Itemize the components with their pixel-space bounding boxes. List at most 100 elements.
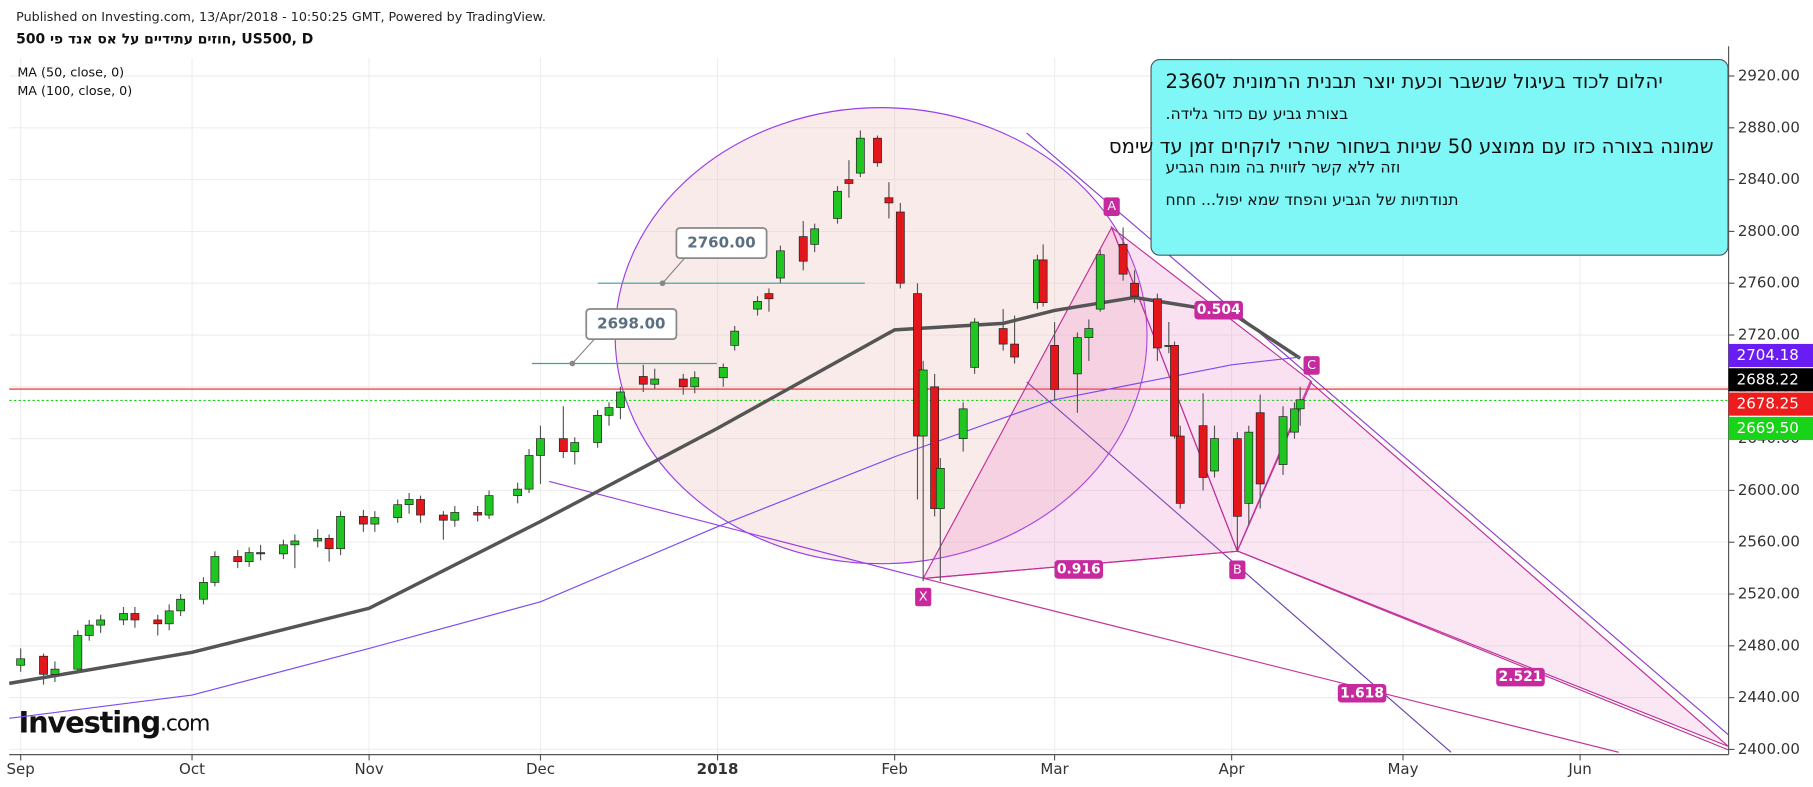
candle-body: [616, 391, 625, 408]
note-line: יהלום לכוד בעיגול שנשבר וכעת יוצר תבנית …: [1165, 70, 1663, 94]
y-tick-label: 2880.00: [1738, 118, 1800, 136]
y-tick-label: 2440.00: [1738, 688, 1800, 706]
x-tick-label: 2018: [697, 760, 739, 778]
candle-body: [638, 376, 648, 385]
legend-label: MA (50, close, 0): [17, 64, 124, 79]
x-tick-label: Feb: [881, 760, 908, 778]
pattern-point-label: C: [1307, 357, 1316, 372]
price-label-box: [1728, 416, 1813, 440]
callout-label: 2698.00: [597, 315, 665, 333]
candle-body: [1130, 282, 1139, 297]
watermark-bold: Investing: [19, 706, 161, 740]
ratio-box: [1054, 560, 1104, 579]
candle-body: [393, 504, 403, 518]
candle-body: [73, 635, 83, 670]
price-label: 2688.22: [1737, 370, 1799, 388]
ratio-box: [1337, 684, 1387, 703]
x-tick-label: Jun: [1567, 760, 1591, 778]
x-tick-label: Dec: [526, 760, 555, 778]
candle-body: [313, 537, 323, 542]
y-tick-label: 2560.00: [1738, 533, 1800, 551]
candle-body: [524, 455, 534, 490]
y-tick-label: 2840.00: [1738, 170, 1800, 188]
legend-label: MA (100, close, 0): [17, 83, 132, 98]
y-tick-label: 2720.00: [1738, 326, 1800, 344]
callout-box: [675, 227, 768, 259]
candle-body: [775, 250, 785, 279]
candle-body: [210, 556, 220, 583]
callout-pointer: [571, 337, 596, 364]
x-tick-label: Nov: [354, 760, 383, 778]
candle-body: [604, 407, 614, 416]
candle-body: [16, 658, 26, 666]
ratio-label: 2.521: [1499, 669, 1543, 685]
trend-line: [1026, 132, 1729, 736]
price-label: 2678.25: [1737, 395, 1799, 413]
price-label-box: [1728, 392, 1813, 416]
candle-body: [119, 613, 128, 621]
trend-line: [549, 480, 926, 580]
candle-body: [84, 624, 94, 636]
candle-body: [764, 293, 774, 300]
candle-body: [370, 517, 380, 525]
candle-body: [1232, 438, 1242, 517]
candle-body: [844, 179, 854, 184]
candle-body: [324, 537, 334, 550]
callout-anchor: [659, 280, 666, 287]
pattern-point-label: X: [919, 589, 928, 604]
candle-body: [1073, 337, 1082, 375]
candle-body: [895, 211, 905, 284]
candle-body: [536, 438, 545, 456]
pattern-point-box: [1103, 197, 1120, 216]
callout-pointer: [662, 256, 687, 284]
price-label: 2704.18: [1737, 346, 1799, 364]
note-box: יהלום לכוד בעיגול שנשבר וכעת יוצר תבנית …: [1108, 59, 1729, 256]
candle-body: [833, 190, 842, 219]
candle-body: [199, 582, 208, 600]
candle-body: [256, 552, 265, 555]
candle-body: [1255, 412, 1265, 485]
y-tick-label: 2800.00: [1738, 222, 1800, 240]
candle-body: [50, 668, 60, 675]
candle-body: [570, 442, 580, 452]
candle-body: [1290, 408, 1299, 433]
candle-body: [164, 610, 174, 625]
candle-body: [1198, 425, 1208, 478]
candle-body: [593, 414, 602, 443]
candle-body: [1244, 431, 1254, 504]
candle-body: [176, 598, 186, 612]
y-tick-label: 2520.00: [1738, 585, 1800, 603]
callout-anchor: [569, 360, 576, 367]
candle-body: [855, 137, 865, 174]
candle-body: [1152, 298, 1162, 349]
pattern-point-label: A: [1107, 198, 1116, 213]
pattern-point-label: B: [1233, 561, 1242, 576]
ratio-label: 1.618: [1340, 685, 1384, 701]
candle-body: [336, 515, 345, 550]
candle-body: [1095, 254, 1105, 310]
candle-body: [279, 544, 288, 555]
moving-average: [8, 295, 1302, 686]
candle-body: [753, 300, 762, 310]
candle-body: [798, 236, 808, 262]
candle-body: [678, 378, 688, 388]
candle-body: [233, 556, 243, 563]
note-line: בצורת גביע עם כדור גלידה.: [1165, 105, 1349, 124]
candle-body: [1118, 244, 1128, 275]
candle-body: [484, 495, 494, 516]
candle-body: [359, 515, 368, 525]
candle-body: [1175, 435, 1185, 504]
candle-body: [1038, 259, 1048, 303]
candle-body: [970, 321, 979, 368]
x-tick-label: Sep: [7, 760, 35, 778]
note-line: שמונה בצורה כזו עם ממוצע 50 שניות בשחור …: [1108, 135, 1714, 159]
candle-body: [918, 369, 928, 437]
candle-body: [153, 619, 163, 625]
candle-body: [513, 488, 523, 496]
callout-label: 2760.00: [687, 234, 755, 252]
ratio-label: 0.504: [1197, 302, 1241, 318]
candle-body: [690, 377, 700, 388]
candle-body: [998, 328, 1008, 345]
pattern-point-box: [915, 587, 932, 607]
x-tick-label: Oct: [179, 760, 205, 778]
